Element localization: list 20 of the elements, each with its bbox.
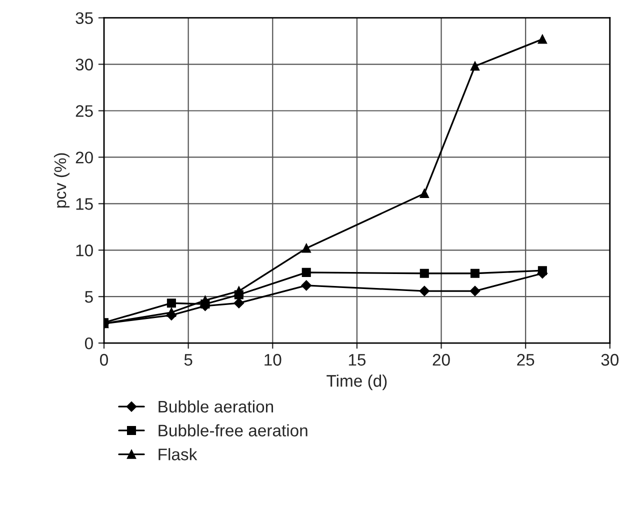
legend-label: Flask [158,448,198,460]
y-tick-label: 5 [84,291,93,303]
y-tick-label: 35 [76,12,93,24]
y-tick-label: 25 [76,105,93,117]
y-axis-title: pcv (%) [54,153,70,208]
y-tick-label: 0 [84,337,93,350]
x-tick-label: 15 [348,354,366,366]
x-tick-label: 20 [432,354,450,366]
y-tick-label: 30 [76,58,93,70]
y-tick-label: 15 [76,198,93,210]
x-tick-label: 0 [100,354,108,366]
x-tick-label: 30 [601,354,619,366]
x-tick-label: 5 [184,354,192,366]
legend-label: Bubble aeration [158,400,274,413]
y-tick-label: 20 [76,152,93,164]
x-tick-label: 25 [517,354,534,366]
x-tick-label: 10 [264,354,282,366]
y-tick-label: 10 [76,244,93,256]
legend-label: Bubble-free aeration [158,424,308,436]
x-axis-title: Time (d) [326,374,387,390]
